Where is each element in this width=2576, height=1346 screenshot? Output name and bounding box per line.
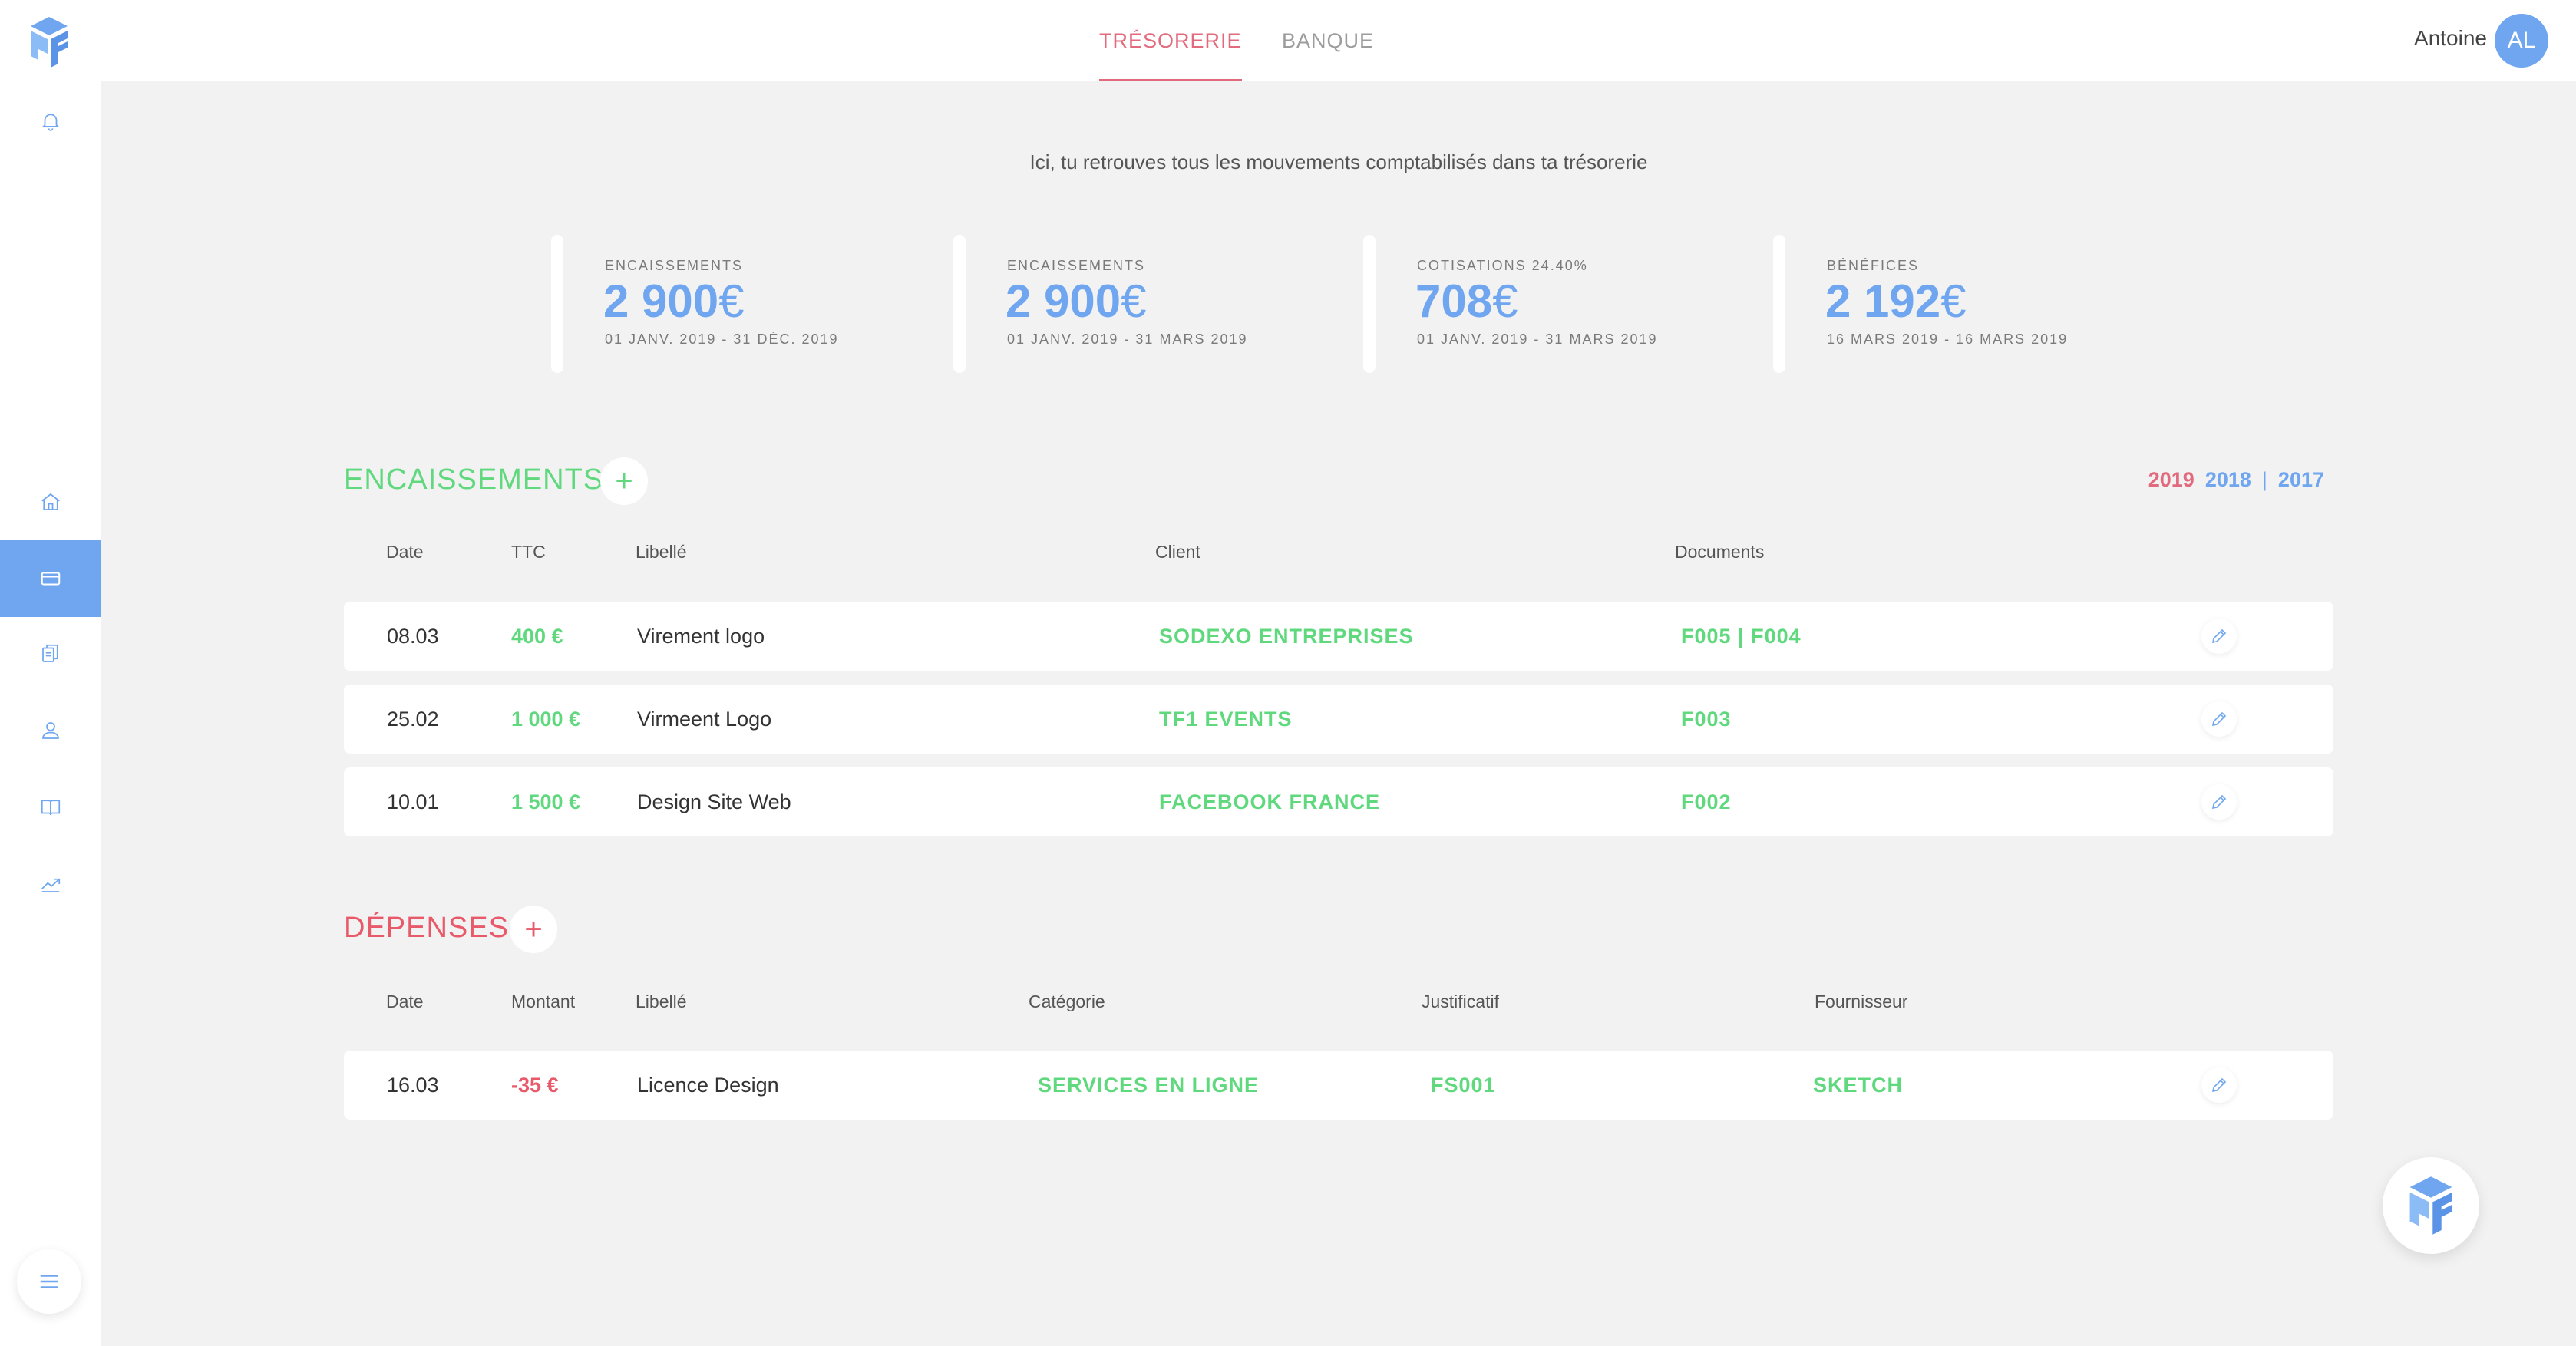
row-documents[interactable]: F005 | F004 [1681,624,1802,648]
table-row[interactable]: 25.02 1 000 € Virmeent Logo TF1 EVENTS F… [344,685,2333,754]
pencil-icon [2211,1077,2227,1093]
row-amount: 1 500 € [511,790,581,813]
year-2017[interactable]: 2017 [2277,468,2324,491]
row-date: 25.02 [387,707,439,731]
menu-icon [40,1275,58,1288]
row-date: 08.03 [387,624,439,648]
row-amount: -35 € [511,1073,559,1097]
row-date: 16.03 [387,1073,439,1097]
user-name[interactable]: Antoine [2414,26,2487,50]
stat-period: 16 MARS 2019 - 16 MARS 2019 [1827,332,2069,347]
year-2018[interactable]: 2018 [2204,468,2251,491]
table-row[interactable]: 10.01 1 500 € Design Site Web FACEBOOK F… [344,767,2333,836]
stat-divider [953,235,966,373]
chart-icon[interactable] [0,859,101,909]
row-date: 10.01 [387,790,439,813]
stat-value: 708€ [1415,275,1518,327]
row-receipt[interactable]: FS001 [1431,1073,1496,1097]
home-icon[interactable] [0,477,101,526]
stat-value: 2 192€ [1825,275,1967,327]
book-icon[interactable] [0,783,101,832]
row-category[interactable]: SERVICES EN LIGNE [1038,1073,1260,1097]
row-documents[interactable]: F002 [1681,790,1732,813]
col-libelle: Libellé [636,542,687,562]
stat-period: 01 JANV. 2019 - 31 MARS 2019 [1007,332,1248,347]
col-client: Client [1155,542,1200,562]
edit-button[interactable] [2201,619,2237,654]
pencil-icon [2211,628,2227,644]
depenses-title: DÉPENSES [344,912,509,944]
row-amount: 1 000 € [511,707,581,731]
row-label: Licence Design [637,1073,779,1097]
col-date: Date [386,542,424,562]
stat-label: ENCAISSEMENTS [1007,258,1146,273]
tab-banque[interactable]: BANQUE [1282,28,1375,52]
app-logo-icon [2409,1176,2452,1235]
add-depense-button[interactable]: + [510,906,557,953]
table-row[interactable]: 08.03 400 € Virement logo SODEXO ENTREPR… [344,602,2333,671]
notifications-bell-icon[interactable] [0,97,101,146]
avatar[interactable]: AL [2495,14,2548,68]
assistant-button[interactable] [2383,1157,2479,1254]
pencil-icon [2211,794,2227,810]
edit-button[interactable] [2201,784,2237,820]
col-montant: Montant [511,991,576,1011]
stat-divider [1773,235,1785,373]
intro-text: Ici, tu retrouves tous les mouvements co… [1029,150,1648,173]
row-supplier[interactable]: SKETCH [1813,1073,1904,1097]
app-logo-icon[interactable] [28,15,71,69]
pencil-icon [2211,711,2227,727]
table-row[interactable]: 16.03 -35 € Licence Design SERVICES EN L… [344,1051,2333,1120]
stat-divider [551,235,563,373]
col-ttc: TTC [511,542,546,562]
stat-period: 01 JANV. 2019 - 31 DÉC. 2019 [605,332,839,347]
row-documents[interactable]: F003 [1681,707,1732,731]
edit-button[interactable] [2201,1067,2237,1103]
row-amount: 400 € [511,624,563,648]
top-bar: TRÉSORERIE BANQUE Antoine AL [101,0,2576,81]
stat-label: ENCAISSEMENTS [605,258,744,273]
col-categorie: Catégorie [1029,991,1105,1011]
add-encaissement-button[interactable]: + [600,457,648,505]
col-documents: Documents [1675,542,1765,562]
row-label: Virmeent Logo [637,707,772,731]
user-icon[interactable] [0,706,101,755]
row-label: Virement logo [637,624,765,648]
stat-label: BÉNÉFICES [1827,258,1920,273]
col-libelle: Libellé [636,991,687,1011]
stat-divider [1363,235,1376,373]
year-filter: 2019 2018 | 2017 [2148,468,2324,492]
year-separator: | [2261,468,2267,491]
row-label: Design Site Web [637,790,791,813]
menu-button[interactable] [17,1249,81,1314]
card-icon[interactable] [0,540,101,617]
row-client[interactable]: TF1 EVENTS [1159,707,1293,731]
documents-icon[interactable] [0,629,101,678]
stat-value: 2 900€ [1006,275,1147,327]
edit-button[interactable] [2201,701,2237,737]
col-date: Date [386,991,424,1011]
sidebar [0,0,101,1346]
tab-tresorerie[interactable]: TRÉSORERIE [1099,0,1242,81]
stat-period: 01 JANV. 2019 - 31 MARS 2019 [1417,332,1658,347]
col-justificatif: Justificatif [1422,991,1499,1011]
col-fournisseur: Fournisseur [1815,991,1908,1011]
encaissements-title: ENCAISSEMENTS [344,464,604,496]
stat-label: COTISATIONS 24.40% [1417,258,1588,273]
year-2019[interactable]: 2019 [2148,468,2195,491]
row-client[interactable]: FACEBOOK FRANCE [1159,790,1381,813]
stat-value: 2 900€ [603,275,745,327]
row-client[interactable]: SODEXO ENTREPRISES [1159,624,1414,648]
